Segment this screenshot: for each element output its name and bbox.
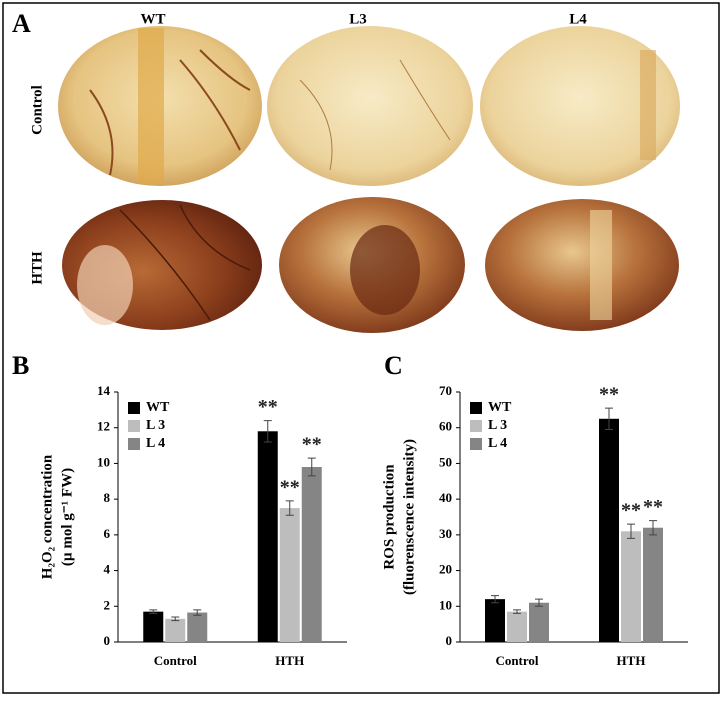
y-tick-label: 60 — [439, 419, 452, 434]
y-tick-label: 12 — [97, 419, 110, 434]
error-bar — [193, 609, 202, 616]
bar — [485, 599, 505, 642]
error-bar — [513, 609, 521, 614]
legend-swatch — [128, 438, 140, 450]
row-label: Control — [29, 85, 45, 135]
error-bar — [627, 523, 635, 539]
legend-label: L 4 — [146, 436, 165, 451]
column-label: L4 — [569, 11, 587, 27]
x-tick-label: Control — [495, 653, 538, 668]
x-tick-label: Control — [154, 653, 197, 668]
bar — [599, 418, 619, 642]
leaf-vein — [138, 28, 164, 184]
y-axis-label: ROS production — [381, 464, 397, 570]
significance-label: ** — [302, 434, 322, 456]
legend-label: L 4 — [488, 436, 507, 451]
leaf-photos — [58, 26, 680, 333]
legend-label: WT — [488, 400, 512, 415]
legend-swatch — [470, 402, 482, 414]
y-tick-label: 6 — [104, 526, 111, 541]
error-bar — [649, 520, 657, 536]
y-axis-label: (µ mol g⁻¹ FW) — [59, 468, 75, 566]
error-bar — [149, 609, 158, 614]
legend-swatch — [128, 402, 140, 414]
y-tick-label: 40 — [439, 490, 452, 505]
bar — [507, 611, 527, 642]
y-tick-label: 50 — [439, 454, 452, 469]
significance-label: ** — [258, 396, 278, 418]
column-label: WT — [140, 11, 165, 27]
y-tick-label: 2 — [104, 597, 111, 612]
legend-label: L 3 — [488, 418, 507, 433]
bar — [143, 611, 164, 642]
x-tick-label: HTH — [275, 653, 304, 668]
bar — [165, 618, 186, 642]
legend-label: WT — [146, 400, 170, 415]
y-tick-label: 10 — [439, 597, 452, 612]
error-bar — [285, 500, 294, 516]
legend-label: L 3 — [146, 418, 165, 433]
y-tick-label: 8 — [104, 490, 111, 505]
leaf-spot — [77, 245, 133, 325]
significance-label: ** — [643, 496, 663, 518]
error-bar — [535, 598, 543, 607]
leaf-vein — [299, 59, 451, 171]
bar — [257, 431, 278, 642]
significance-label: ** — [621, 500, 641, 522]
error-bar — [171, 616, 180, 622]
bar — [187, 612, 208, 642]
y-tick-label: 20 — [439, 562, 452, 577]
panel-label: C — [384, 351, 403, 380]
bar — [529, 602, 549, 642]
legend-swatch — [470, 438, 482, 450]
panel-label: B — [12, 351, 29, 380]
y-tick-label: 0 — [446, 633, 453, 648]
y-axis-label: (fluorenscence intensity) — [401, 439, 417, 595]
leaf-vein — [119, 204, 251, 321]
leaf-vein — [590, 210, 612, 320]
significance-label: ** — [280, 477, 300, 499]
y-tick-label: 70 — [439, 383, 452, 398]
bar — [301, 467, 322, 642]
leaf-photo — [480, 26, 680, 186]
y-tick-label: 4 — [104, 562, 111, 577]
y-tick-label: 0 — [104, 633, 111, 648]
y-tick-label: 30 — [439, 526, 452, 541]
y-tick-label: 10 — [97, 454, 110, 469]
column-label: L3 — [349, 11, 367, 27]
error-bar — [263, 420, 272, 443]
legend-swatch — [128, 420, 140, 432]
bar — [621, 531, 641, 642]
figure-border — [2, 2, 720, 694]
error-bar — [491, 595, 499, 604]
bar — [279, 508, 300, 642]
leaf-photo — [267, 26, 473, 186]
error-bar — [307, 457, 316, 477]
significance-label: ** — [599, 384, 619, 406]
legend-swatch — [470, 420, 482, 432]
leaf-spot — [350, 225, 420, 315]
leaf-photo — [485, 199, 679, 331]
error-bar — [605, 407, 613, 430]
leaf-vein — [640, 50, 656, 160]
leaf-vein — [89, 49, 251, 176]
row-label: HTH — [29, 251, 45, 285]
y-tick-label: 14 — [97, 383, 111, 398]
x-tick-label: HTH — [617, 653, 646, 668]
y-axis-label: H₂O₂ concentration — [39, 454, 55, 579]
bar — [643, 527, 663, 642]
panel-label: A — [12, 9, 31, 38]
